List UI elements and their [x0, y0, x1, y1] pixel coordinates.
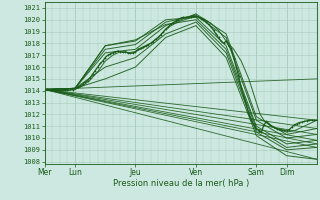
- X-axis label: Pression niveau de la mer( hPa ): Pression niveau de la mer( hPa ): [113, 179, 249, 188]
